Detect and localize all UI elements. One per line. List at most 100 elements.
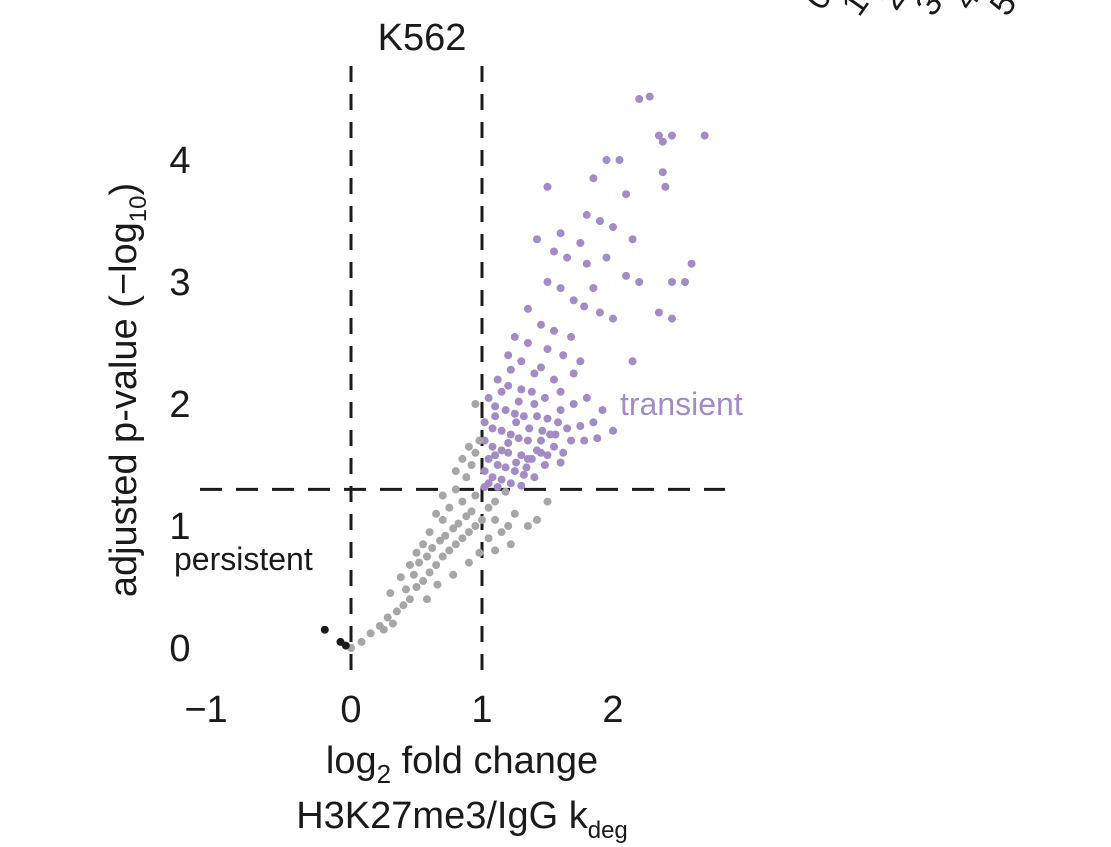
point-transient-27 xyxy=(533,235,541,244)
point-neutral-19 xyxy=(436,536,445,545)
point-transient-1 xyxy=(645,92,654,101)
point-neutral-63 xyxy=(491,546,500,555)
point-neutral-41 xyxy=(386,589,395,598)
point-transient-53 xyxy=(576,357,585,366)
point-transient-112 xyxy=(491,412,500,421)
point-transient-96 xyxy=(530,473,539,482)
point-transient-13 xyxy=(582,210,591,219)
point-neutral-36 xyxy=(425,528,434,537)
point-transient-28 xyxy=(550,247,558,256)
point-transient-25 xyxy=(681,278,689,286)
top-right-fragment: 012345 xyxy=(797,0,1024,23)
point-transient-20 xyxy=(582,259,591,268)
point-transient-22 xyxy=(622,271,631,280)
point-transient-5 xyxy=(700,131,709,140)
point-transient-123 xyxy=(543,451,552,460)
x-tick-label-0: −1 xyxy=(184,689,227,731)
x-tick-labels: −1 0 1 2 xyxy=(184,689,623,731)
point-transient-127 xyxy=(522,463,531,472)
y-tick-label-3: 3 xyxy=(169,262,190,304)
point-neutral-24 xyxy=(464,528,473,537)
point-transient-54 xyxy=(628,357,637,366)
point-neutral-54 xyxy=(504,522,513,530)
point-neutral-64 xyxy=(475,548,484,557)
point-transient-40 xyxy=(550,326,558,335)
point-neutral-25 xyxy=(454,519,463,528)
point-transient-41 xyxy=(567,332,576,341)
y-axis-title: adjusted p-value (−log10) xyxy=(103,183,152,597)
point-transient-26 xyxy=(687,259,696,268)
point-neutral-14 xyxy=(432,561,441,569)
point-neutral-30 xyxy=(438,515,447,524)
fragment-label-0: 0 xyxy=(797,0,839,17)
point-transient-61 xyxy=(569,400,578,408)
point-transient-57 xyxy=(517,385,526,394)
y-tick-label-1: 1 xyxy=(169,506,190,548)
point-neutral-44 xyxy=(462,473,471,482)
point-transient-125 xyxy=(491,451,500,460)
point-neutral-5 xyxy=(392,607,401,616)
point-neutral-61 xyxy=(501,487,510,496)
point-transient-9 xyxy=(615,156,624,164)
point-transient-50 xyxy=(530,369,539,378)
point-neutral-52 xyxy=(438,491,447,500)
point-transient-14 xyxy=(595,217,604,225)
point-neutral-17 xyxy=(428,544,437,552)
point-transient-67 xyxy=(510,409,519,418)
point-persistent-0 xyxy=(320,625,329,634)
point-transient-99 xyxy=(497,475,506,484)
point-transient-75 xyxy=(480,418,489,427)
point-neutral-55 xyxy=(497,528,506,537)
point-transient-18 xyxy=(576,239,585,247)
chart-title: K562 xyxy=(378,17,467,59)
point-transient-115 xyxy=(538,426,547,435)
point-transient-3 xyxy=(668,131,676,140)
point-transient-71 xyxy=(554,418,562,427)
point-transient-113 xyxy=(512,418,521,427)
point-transient-124 xyxy=(556,458,565,467)
point-transient-59 xyxy=(540,393,549,402)
point-transient-7 xyxy=(661,182,670,191)
point-transient-62 xyxy=(582,393,591,402)
x-tick-label-3: 2 xyxy=(602,689,623,731)
fragment-label-4: 4 xyxy=(945,0,987,17)
point-transient-29 xyxy=(543,278,552,286)
point-transient-34 xyxy=(595,308,604,317)
point-neutral-65 xyxy=(464,558,473,567)
point-neutral-28 xyxy=(478,515,486,524)
point-transient-100 xyxy=(506,479,515,488)
point-transient-48 xyxy=(504,351,513,360)
point-transient-33 xyxy=(580,302,589,311)
point-neutral-4 xyxy=(383,613,392,622)
point-neutral-27 xyxy=(462,512,471,521)
point-transient-15 xyxy=(609,223,617,232)
point-transient-93 xyxy=(501,463,510,472)
point-transient-114 xyxy=(525,424,534,433)
annotation-persistent: persistent xyxy=(174,541,313,577)
point-transient-80 xyxy=(523,436,532,445)
point-transient-88 xyxy=(517,451,526,460)
point-neutral-9 xyxy=(412,583,421,591)
point-neutral-11 xyxy=(409,570,418,579)
point-neutral-60 xyxy=(543,497,552,506)
point-neutral-47 xyxy=(475,436,484,445)
point-transient-36 xyxy=(654,308,663,317)
point-neutral-67 xyxy=(433,580,442,589)
x-axis-title-line2: H3K27me3/IgG kdeg xyxy=(296,795,628,844)
point-transient-105 xyxy=(523,454,532,463)
point-neutral-45 xyxy=(467,461,476,469)
point-transient-32 xyxy=(569,296,578,305)
point-neutral-7 xyxy=(405,595,414,604)
point-transient-116 xyxy=(551,430,560,439)
annotation-transient: transient xyxy=(620,386,743,422)
point-transient-35 xyxy=(609,314,617,323)
point-transient-91 xyxy=(484,454,493,463)
point-transient-83 xyxy=(559,448,568,457)
point-neutral-40 xyxy=(396,573,405,582)
point-transient-82 xyxy=(550,442,558,451)
point-transient-19 xyxy=(563,253,572,262)
point-neutral-15 xyxy=(423,552,431,561)
point-neutral-59 xyxy=(533,515,541,524)
point-transient-58 xyxy=(527,387,536,396)
